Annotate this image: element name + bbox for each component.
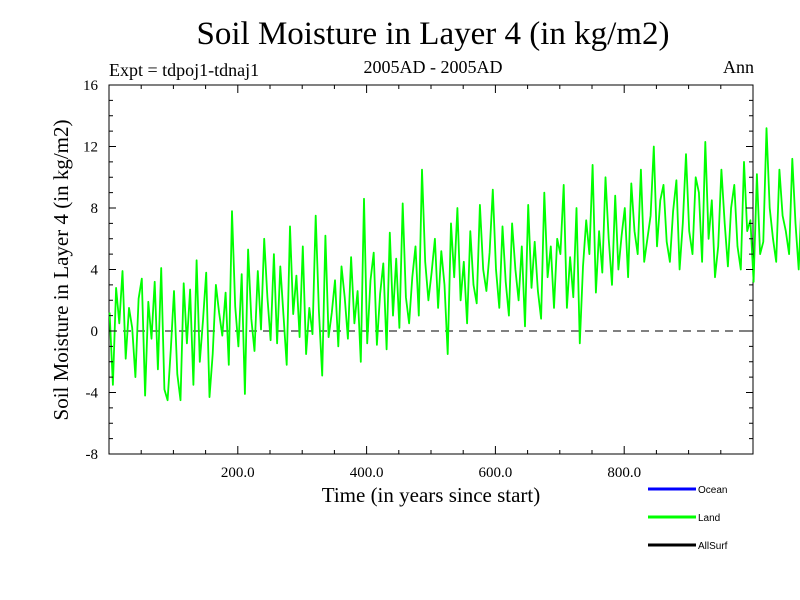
y-tick-label: 0 <box>91 324 99 340</box>
chart-period-label: 2005AD - 2005AD <box>363 57 503 77</box>
chart-experiment-label: Expt = tdpoj1-tdnaj1 <box>109 60 260 80</box>
y-tick-label: 12 <box>83 140 98 156</box>
legend-label-allsurf: AllSurf <box>698 541 728 552</box>
legend-label-ocean: Ocean <box>698 485 727 496</box>
legend-label-land: Land <box>698 513 720 524</box>
tick-group: -8 -4 0 4 8 12 16 200.0 400.0 600.0 800.0 <box>83 78 753 481</box>
y-axis-title: Soil Moisture in Layer 4 (in kg/m2) <box>49 120 73 421</box>
x-tick-label: 800.0 <box>607 465 641 481</box>
x-tick-label: 400.0 <box>350 465 384 481</box>
y-tick-label: -4 <box>86 386 99 402</box>
chart-title: Soil Moisture in Layer 4 (in kg/m2) <box>196 16 670 52</box>
y-tick-label: 16 <box>83 78 99 94</box>
chart-season-label: Ann <box>723 57 754 77</box>
x-axis-title: Time (in years since start) <box>322 483 541 507</box>
y-tick-label: 4 <box>91 263 99 279</box>
x-tick-label: 600.0 <box>479 465 513 481</box>
y-tick-label: -8 <box>86 447 99 463</box>
series-group <box>108 127 800 402</box>
x-tick-label: 200.0 <box>221 465 255 481</box>
legend: Ocean Land AllSurf <box>648 485 728 552</box>
series-line-land <box>108 127 800 402</box>
y-tick-label: 8 <box>91 201 99 217</box>
